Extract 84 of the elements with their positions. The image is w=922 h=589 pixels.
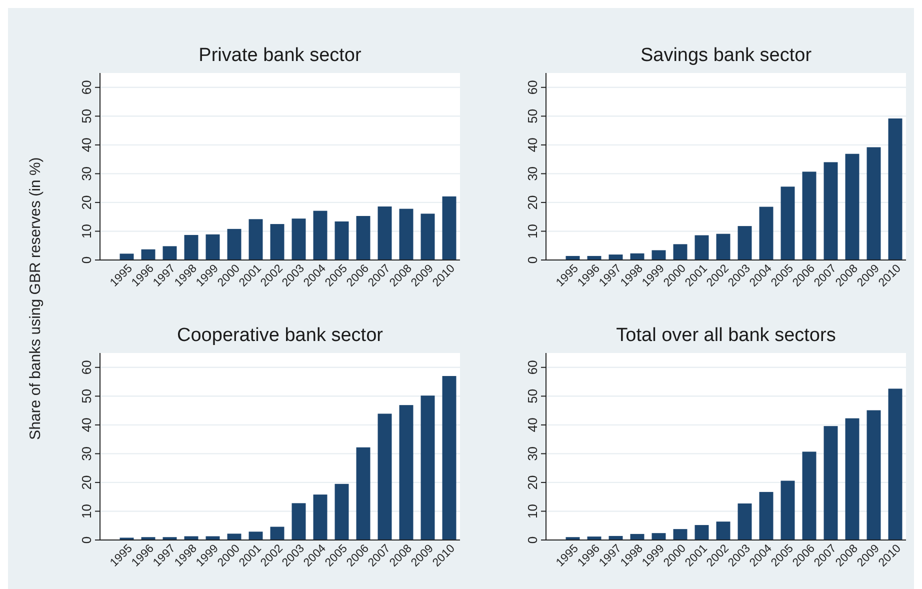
bar <box>845 418 860 540</box>
bar <box>780 480 795 540</box>
y-tick-label: 30 <box>525 166 540 181</box>
bar <box>356 216 370 260</box>
y-tick-label: 60 <box>79 80 94 95</box>
bar <box>888 388 902 540</box>
bar <box>292 218 306 260</box>
y-axis-title: Share of banks using GBR reserves (in %) <box>27 157 44 440</box>
y-tick-label: 0 <box>525 256 540 264</box>
y-tick-label: 50 <box>79 108 94 124</box>
bar <box>716 234 730 260</box>
bar <box>442 196 456 260</box>
y-tick-label: 50 <box>525 388 540 404</box>
bar <box>673 244 688 260</box>
y-tick-label: 0 <box>525 536 540 544</box>
bar <box>378 414 392 540</box>
bar <box>378 206 392 260</box>
bar <box>313 210 328 260</box>
y-tick-label: 40 <box>79 138 94 152</box>
y-tick-label: 20 <box>525 195 540 210</box>
chart-title: Savings bank sector <box>640 45 812 66</box>
chart-title: Cooperative bank sector <box>177 325 384 346</box>
bar <box>206 234 220 260</box>
bar <box>824 426 838 540</box>
bar <box>673 529 688 540</box>
chart-title: Total over all bank sectors <box>616 325 836 346</box>
y-tick-label: 40 <box>79 418 94 432</box>
y-tick-label: 40 <box>525 138 540 152</box>
bar <box>227 534 242 540</box>
bar <box>270 224 284 260</box>
bar <box>780 186 795 260</box>
bar <box>270 526 284 540</box>
bar <box>420 214 435 260</box>
bar <box>184 234 198 260</box>
y-tick-label: 60 <box>79 360 94 375</box>
y-tick-label: 10 <box>79 504 94 518</box>
bar <box>888 118 902 260</box>
y-tick-label: 20 <box>79 475 94 490</box>
bar <box>442 376 456 540</box>
bar <box>120 254 134 260</box>
bar <box>824 162 838 260</box>
y-tick-label: 50 <box>525 108 540 124</box>
bar <box>356 447 370 540</box>
y-tick-label: 40 <box>525 418 540 432</box>
bar <box>399 405 414 540</box>
bar <box>313 494 328 540</box>
bar <box>399 208 414 260</box>
bar <box>248 532 263 540</box>
bar <box>652 250 666 260</box>
y-tick-label: 60 <box>525 80 540 95</box>
bar <box>694 525 709 540</box>
bar <box>248 219 263 260</box>
y-tick-label: 30 <box>79 446 94 461</box>
bar <box>866 410 881 540</box>
bar <box>845 154 860 260</box>
bar <box>759 206 774 260</box>
bar <box>802 452 816 540</box>
bar <box>420 396 435 540</box>
bar <box>866 147 881 260</box>
y-tick-label: 10 <box>79 224 94 238</box>
bar <box>162 246 177 260</box>
bar <box>738 503 752 540</box>
bar <box>738 226 752 260</box>
bar <box>141 249 156 260</box>
chart-title: Private bank sector <box>198 45 362 66</box>
y-tick-label: 60 <box>525 360 540 375</box>
bar <box>334 221 349 260</box>
bar <box>716 522 730 540</box>
bar <box>802 172 816 260</box>
bar <box>652 533 666 540</box>
bar <box>694 235 709 260</box>
y-tick-label: 30 <box>525 446 540 461</box>
y-tick-label: 10 <box>525 224 540 238</box>
bar <box>292 503 306 540</box>
y-tick-label: 0 <box>79 256 94 264</box>
y-tick-label: 30 <box>79 166 94 181</box>
y-tick-label: 20 <box>79 195 94 210</box>
bar <box>759 492 774 540</box>
bar <box>227 228 242 260</box>
y-tick-label: 20 <box>525 475 540 490</box>
y-tick-label: 0 <box>79 536 94 544</box>
bar <box>334 484 349 540</box>
y-tick-label: 50 <box>79 388 94 404</box>
y-tick-label: 10 <box>525 504 540 518</box>
